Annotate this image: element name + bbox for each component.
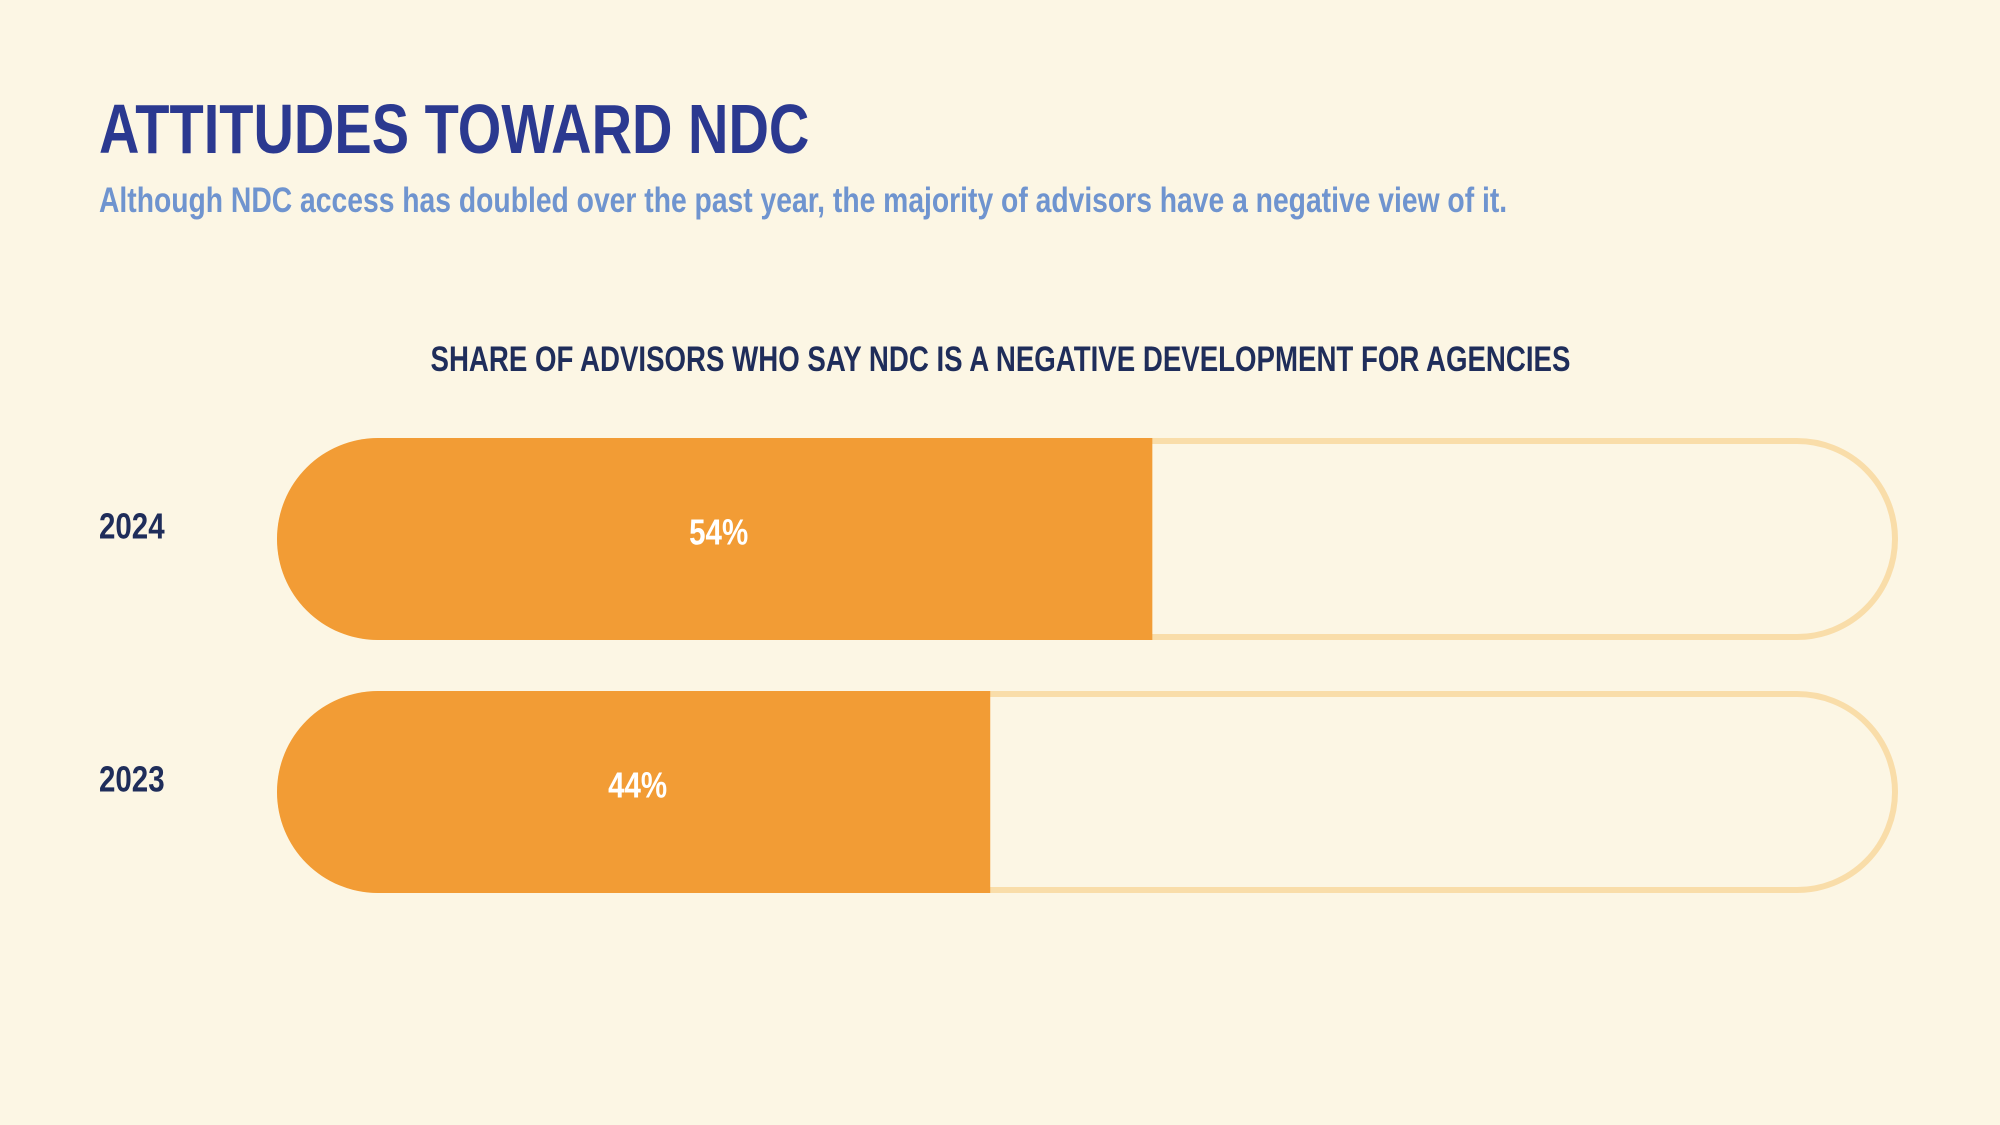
bar-row-2023: 44% 2023	[99, 691, 1898, 893]
bar	[277, 438, 1153, 640]
value-label: 54%	[689, 512, 748, 552]
page-title: ATTITUDES TOWARD NDC	[99, 90, 810, 168]
category-label: 2024	[99, 506, 165, 546]
chart-title: SHARE OF ADVISORS WHO SAY NDC IS A NEGAT…	[0, 336, 2000, 384]
chart-title-text: SHARE OF ADVISORS WHO SAY NDC IS A NEGAT…	[430, 340, 1570, 379]
page-subtitle: Although NDC access has doubled over the…	[99, 181, 1508, 220]
value-label: 44%	[608, 765, 667, 805]
bar	[277, 691, 991, 893]
category-label: 2023	[99, 759, 165, 799]
bar-row-2024: 54% 2024	[99, 438, 1898, 640]
